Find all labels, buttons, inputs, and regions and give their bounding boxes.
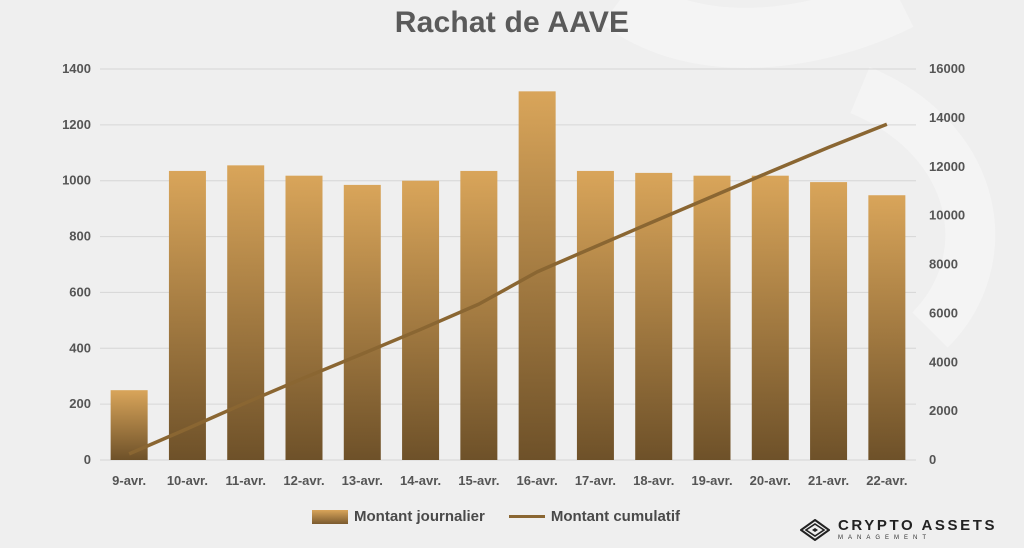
- legend-item-daily: Montant journalier: [312, 508, 485, 525]
- x-axis: 9-avr. 10-avr. 11-avr. 12-avr. 13-avr. 14-avr…: [112, 473, 907, 488]
- cumulative-line: [128, 122, 888, 456]
- bar-10-avr.: [168, 170, 206, 461]
- left-tick-label: 200: [69, 396, 91, 411]
- brand-logo: CRYPTO ASSETS MANAGEMENT: [800, 518, 997, 541]
- left-tick-label: 600: [69, 284, 91, 299]
- right-tick-label: 0: [929, 452, 936, 467]
- right-tick-label: 14000: [929, 110, 965, 125]
- x-tick-label: 18-avr.: [633, 473, 674, 488]
- left-tick-label: 1000: [62, 173, 91, 188]
- bar-14-avr.: [402, 180, 440, 460]
- x-tick-label: 13-avr.: [342, 473, 383, 488]
- bar-15-avr.: [460, 170, 498, 461]
- x-tick-label: 16-avr.: [517, 473, 558, 488]
- right-tick-label: 2000: [929, 403, 958, 418]
- legend-label-cumulative: Montant cumulatif: [550, 508, 680, 525]
- x-tick-label: 20-avr.: [750, 473, 791, 488]
- legend-label-daily: Montant journalier: [354, 508, 485, 525]
- x-tick-label: 14-avr.: [400, 473, 441, 488]
- logo-diamond-icon: [800, 518, 830, 541]
- legend-swatch-line: [508, 515, 545, 518]
- bar-19-avr.: [693, 175, 731, 461]
- bar-12-avr.: [285, 175, 323, 461]
- x-tick-label: 21-avr.: [808, 473, 849, 488]
- right-tick-label: 16000: [929, 61, 965, 76]
- right-tick-label: 12000: [929, 159, 965, 174]
- bar-16-avr.: [518, 91, 556, 460]
- legend-item-cumulative: Montant cumulatif: [508, 508, 680, 525]
- left-tick-label: 400: [69, 340, 91, 355]
- bar-21-avr.: [810, 182, 848, 460]
- right-tick-label: 4000: [929, 354, 958, 369]
- chart-title: Rachat de AAVE: [394, 6, 630, 39]
- logo-main-text: CRYPTO ASSETS: [838, 517, 998, 534]
- right-tick-label: 8000: [929, 257, 958, 272]
- left-tick-label: 0: [84, 452, 91, 467]
- legend-swatch-bar: [312, 509, 348, 524]
- bar-20-avr.: [751, 175, 789, 461]
- x-tick-label: 17-avr.: [575, 473, 616, 488]
- right-tick-label: 6000: [929, 305, 958, 320]
- left-tick-label: 800: [69, 229, 91, 244]
- bar-22-avr.: [868, 195, 906, 461]
- legend: Montant journalier Montant cumulatif: [312, 508, 694, 525]
- bar-11-avr.: [227, 165, 265, 460]
- right-axis: 0 2000 4000 6000 8000 10000 12000 14000 16000: [929, 61, 965, 467]
- x-tick-label: 10-avr.: [167, 473, 208, 488]
- x-tick-label: 9-avr.: [112, 473, 146, 488]
- grid-lines: [100, 68, 916, 461]
- left-tick-label: 1400: [62, 61, 91, 76]
- x-tick-label: 22-avr.: [866, 473, 907, 488]
- x-tick-label: 12-avr.: [283, 473, 324, 488]
- bar-13-avr.: [343, 184, 381, 460]
- bar-series: [110, 91, 906, 461]
- line-series: [128, 122, 888, 456]
- x-tick-label: 11-avr.: [225, 473, 266, 488]
- right-tick-label: 10000: [929, 208, 965, 223]
- left-tick-label: 1200: [62, 117, 91, 132]
- bar-17-avr.: [576, 170, 614, 461]
- x-tick-label: 15-avr.: [458, 473, 499, 488]
- logo-sub-text: MANAGEMENT: [838, 535, 932, 541]
- left-axis: 0 200 400 600 800 1000 1200 1400: [62, 61, 91, 467]
- x-tick-label: 19-avr.: [691, 473, 732, 488]
